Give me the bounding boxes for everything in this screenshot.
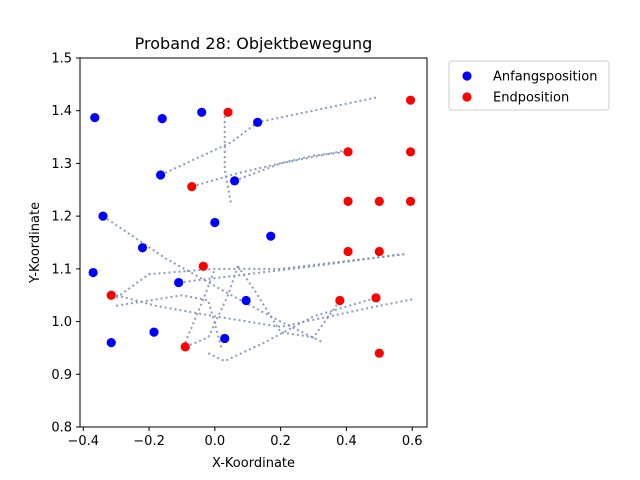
end-point-13	[335, 295, 345, 306]
trajectory-6	[115, 253, 406, 299]
end-point-2	[405, 95, 416, 105]
chart-title: Proband 28: Objektbewegung	[135, 34, 373, 53]
start-point-11	[88, 267, 98, 278]
y-tick-label: 1.2	[51, 210, 72, 225]
y-axis-label: Y-Koordinate	[28, 202, 43, 284]
end-point-15	[180, 342, 190, 352]
start-point-6	[229, 176, 240, 186]
legend-marker-end	[462, 92, 472, 102]
y-tick-label: 0.9	[51, 368, 72, 383]
legend: Anfangsposition Endposition	[448, 60, 610, 111]
trajectory-13	[184, 268, 216, 344]
start-point-14	[149, 327, 159, 337]
y-tick-label: 1.1	[51, 262, 72, 277]
start-point-4	[253, 117, 263, 127]
trajectory-5	[102, 215, 324, 344]
y-axis: 0.8 0.9 1.0 1.1 1.2 1.3 1.4 1.5	[51, 52, 80, 436]
plot-frame	[79, 57, 428, 428]
end-point-5	[187, 182, 197, 192]
x-tick-label: 0.2	[270, 434, 291, 449]
end-point-12	[106, 290, 116, 300]
end-point-11	[198, 261, 208, 271]
end-point-4	[405, 147, 416, 157]
end-point-8	[405, 196, 416, 206]
start-point-10	[137, 243, 148, 253]
end-point-14	[371, 293, 381, 303]
end-point-10	[374, 246, 384, 257]
y-tick-label: 1.0	[51, 315, 72, 330]
start-point-3	[197, 107, 207, 117]
start-point-8	[210, 217, 220, 228]
trajectory-12	[207, 296, 377, 363]
trajectory-10	[237, 265, 341, 339]
x-tick-label: 0.0	[205, 434, 226, 449]
trajectory-8	[115, 294, 413, 328]
x-tick-label: −0.4	[68, 434, 100, 449]
start-point-5	[155, 170, 166, 180]
legend-box	[448, 60, 610, 111]
start-point-9	[266, 231, 276, 241]
trajectory-2	[191, 150, 349, 188]
legend-label-end: Endposition	[493, 91, 569, 106]
x-tick-label: 0.6	[402, 434, 423, 449]
start-point-1	[90, 112, 100, 123]
legend-marker-start	[462, 71, 472, 81]
start-point-16	[220, 333, 230, 344]
trajectory-layer	[102, 96, 413, 363]
start-point-15	[106, 338, 116, 348]
trajectory-4	[234, 149, 347, 182]
trajectory-3	[223, 115, 233, 206]
y-tick-label: 1.3	[51, 157, 72, 172]
y-tick-label: 0.8	[51, 421, 72, 436]
end-point-6	[343, 196, 353, 206]
trajectory-7	[178, 253, 403, 284]
end-point-7	[374, 196, 384, 206]
y-tick-label: 1.5	[51, 52, 72, 67]
trajectory-1	[160, 96, 377, 176]
end-point-9	[343, 246, 353, 257]
start-point-2	[157, 114, 167, 124]
legend-label-start: Anfangsposition	[493, 70, 597, 85]
point-layer	[88, 95, 416, 358]
end-point-3	[343, 147, 353, 157]
start-point-13	[241, 295, 251, 306]
trajectory-9	[184, 265, 239, 348]
x-axis: −0.4 −0.2 0.0 0.2 0.4 0.6	[68, 427, 423, 449]
end-point-16	[374, 348, 384, 358]
start-point-7	[98, 211, 108, 221]
y-tick-label: 1.4	[51, 104, 72, 119]
end-point-1	[223, 107, 233, 117]
x-tick-label: −0.2	[133, 434, 165, 449]
trajectory-11	[116, 294, 223, 349]
start-point-12	[174, 277, 184, 288]
x-axis-label: X-Koordinate	[212, 456, 295, 471]
x-tick-label: 0.4	[336, 434, 357, 449]
